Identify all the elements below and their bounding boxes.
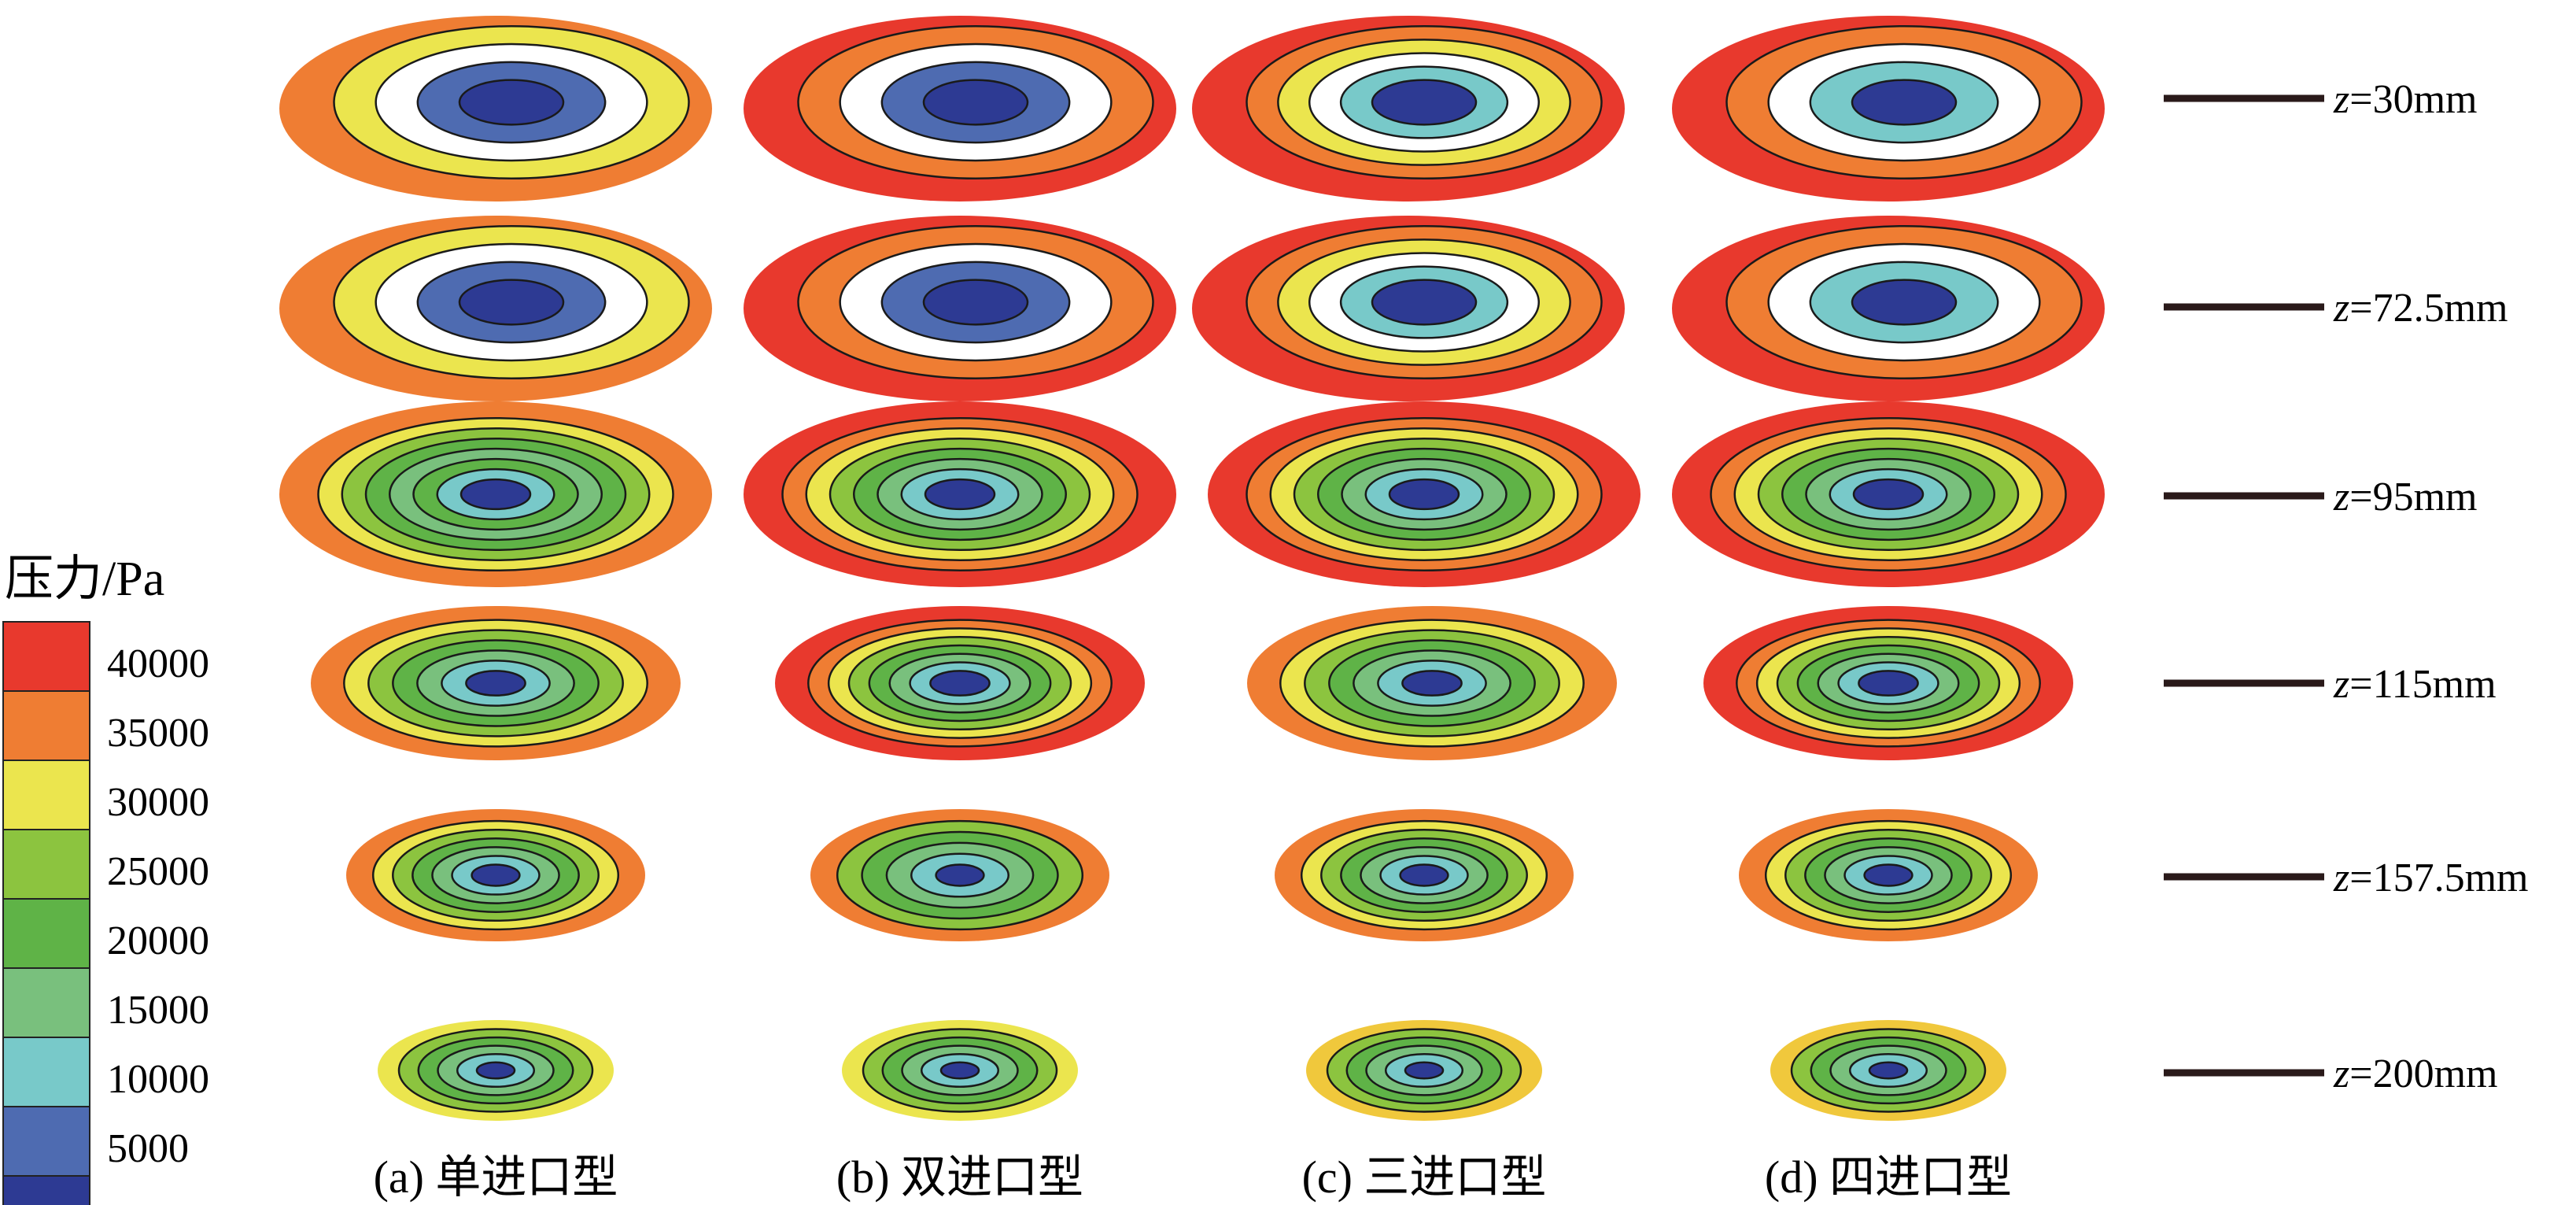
contour-band: [471, 863, 521, 887]
contour-band: [929, 670, 991, 697]
contour-band: [1404, 1061, 1445, 1080]
pressure-slice: [775, 606, 1145, 760]
pressure-slice: [842, 1020, 1078, 1121]
contour-band: [475, 1061, 516, 1080]
contour-band: [1401, 670, 1463, 697]
column-caption-triple-inlet: (c) 三进口型: [1302, 1151, 1547, 1203]
pressure-slice: [744, 16, 1176, 201]
legend-tick-label: 35000: [107, 711, 209, 756]
contour-band: [922, 79, 1029, 126]
legend-color-band: [2, 1037, 90, 1107]
pressure-slice: [1672, 401, 2105, 587]
legend-color-band: [2, 621, 90, 692]
legend-color-band: [2, 829, 90, 900]
column-caption-quad-inlet: (d) 四进口型: [1765, 1151, 2012, 1203]
pressure-slice: [1247, 606, 1617, 760]
pressure-slice: [1208, 401, 1640, 587]
pressure-slice: [1703, 606, 2073, 760]
pressure-slice: [378, 1020, 614, 1121]
contour-band: [939, 1061, 980, 1080]
contour-slices-grid: [279, 16, 2105, 1121]
contour-band: [922, 279, 1029, 326]
contour-band: [1863, 863, 1914, 887]
legend-color-band: [2, 690, 90, 761]
pressure-slice: [1770, 1020, 2006, 1121]
legend-color-band: [2, 1175, 90, 1205]
column-captions: (a) 单进口型 (b) 双进口型 (c) 三进口型 (d) 四进口型: [374, 1151, 2013, 1203]
legend-tick-label: 5000: [107, 1126, 189, 1171]
contour-band: [1851, 279, 1958, 326]
contour-band: [935, 863, 985, 887]
height-marker: z=30mm: [2164, 77, 2477, 122]
height-marker-label: z=30mm: [2333, 77, 2477, 122]
contour-band: [1371, 79, 1478, 126]
height-marker: z=72.5mm: [2164, 286, 2508, 331]
legend-tick-label: 40000: [107, 641, 209, 686]
contour-band: [924, 478, 996, 511]
pressure-slice: [1192, 216, 1625, 401]
pressure-slice: [1672, 216, 2105, 401]
pressure-slice: [311, 606, 681, 760]
contour-band: [1868, 1061, 1909, 1080]
pressure-slice: [1192, 16, 1625, 201]
height-marker-label: z=95mm: [2333, 475, 2477, 519]
height-marker-label: z=115mm: [2333, 662, 2497, 707]
legend-tick-label: 15000: [107, 988, 209, 1033]
legend-color-band: [2, 967, 90, 1038]
contour-band: [465, 670, 526, 697]
legend-color-band: [2, 1106, 90, 1177]
pressure-slice: [346, 809, 645, 941]
legend-color-band: [2, 898, 90, 969]
legend-color-bar: [2, 621, 90, 1205]
legend-title: 压力/Pa: [5, 553, 164, 606]
column-caption-double-inlet: (b) 双进口型: [836, 1151, 1083, 1203]
legend-tick-label: 20000: [107, 919, 209, 963]
pressure-slice: [279, 16, 712, 201]
height-marker: z=95mm: [2164, 475, 2477, 519]
contour-band: [1388, 478, 1460, 511]
pressure-slice: [279, 401, 712, 587]
contour-band: [1399, 863, 1449, 887]
contour-band: [1371, 279, 1478, 326]
contour-band: [458, 79, 565, 126]
height-marker: z=200mm: [2164, 1052, 2497, 1096]
pressure-slice: [1672, 16, 2105, 201]
legend-color-band: [2, 760, 90, 830]
height-marker-label: z=157.5mm: [2333, 856, 2528, 900]
height-marker-label: z=200mm: [2333, 1052, 2497, 1096]
pressure-slice: [1275, 809, 1574, 941]
pressure-slice: [1739, 809, 2038, 941]
height-marker-label: z=72.5mm: [2333, 286, 2508, 331]
pressure-slice: [744, 401, 1176, 587]
column-caption-single-inlet: (a) 单进口型: [374, 1151, 618, 1203]
pressure-slice: [1306, 1020, 1542, 1121]
height-marker: z=115mm: [2164, 662, 2497, 707]
contour-band: [458, 279, 565, 326]
legend-tick-label: 25000: [107, 849, 209, 894]
legend-tick-labels: 40000 35000 30000 25000 20000 15000 1000…: [107, 641, 209, 1171]
contour-band: [459, 478, 532, 511]
pressure-legend: 压力/Pa 40000 35000 30000 25000 20000 1500…: [2, 553, 209, 1205]
contour-band: [1851, 79, 1958, 126]
height-markers: z=30mm z=72.5mm z=95mm z=115mm z=157.5mm…: [2164, 77, 2528, 1096]
pressure-slice: [279, 216, 712, 401]
contour-band: [1858, 670, 1919, 697]
pressure-slice: [744, 216, 1176, 401]
contour-band: [1852, 478, 1925, 511]
legend-tick-label: 10000: [107, 1057, 209, 1102]
height-marker: z=157.5mm: [2164, 856, 2528, 900]
legend-tick-label: 30000: [107, 780, 209, 825]
pressure-slice: [810, 809, 1109, 941]
